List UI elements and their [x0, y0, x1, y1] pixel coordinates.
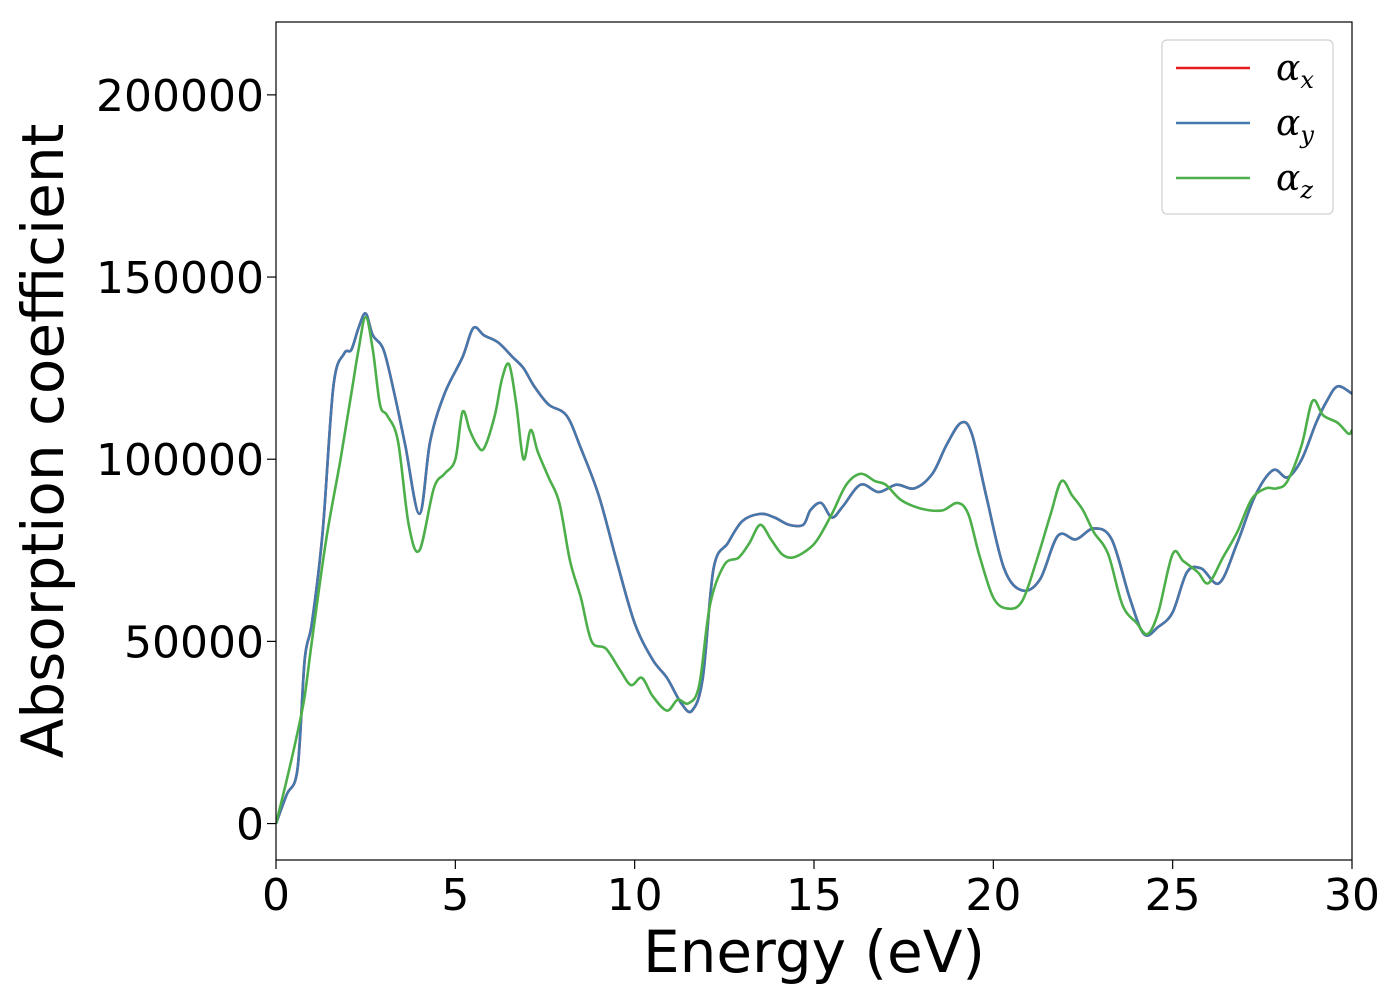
legend-label-y: αy: [1276, 103, 1314, 149]
series-line-z: [276, 315, 1352, 824]
legend: αx αy αz: [1161, 39, 1334, 215]
legend-label-x: αx: [1276, 48, 1314, 94]
x-tick-label: 15: [786, 870, 842, 921]
y-tick-label: 0: [236, 800, 264, 851]
y-tick-label: 200000: [96, 71, 264, 122]
series-line-y: [276, 312, 1352, 825]
y-tick-label: 150000: [96, 253, 264, 304]
x-tick-label: 5: [441, 870, 469, 921]
series-lines: [276, 312, 1352, 825]
y-axis-label: Absorption coefficient: [9, 124, 77, 759]
x-tick-label: 10: [607, 870, 663, 921]
y-axis-ticks: 0 50000 100000 150000 200000: [96, 71, 276, 851]
y-tick-label: 100000: [96, 435, 264, 486]
legend-label-z: αz: [1276, 158, 1313, 204]
legend-box: [1161, 39, 1334, 215]
y-tick-label: 50000: [124, 617, 264, 668]
x-tick-label: 25: [1145, 870, 1201, 921]
x-tick-label: 20: [965, 870, 1021, 921]
x-tick-label: 30: [1324, 870, 1380, 921]
x-axis-label: Energy (eV): [643, 918, 985, 986]
x-axis-ticks: 0 5 10 15 20 25 30: [262, 860, 1380, 921]
x-tick-label: 0: [262, 870, 290, 921]
